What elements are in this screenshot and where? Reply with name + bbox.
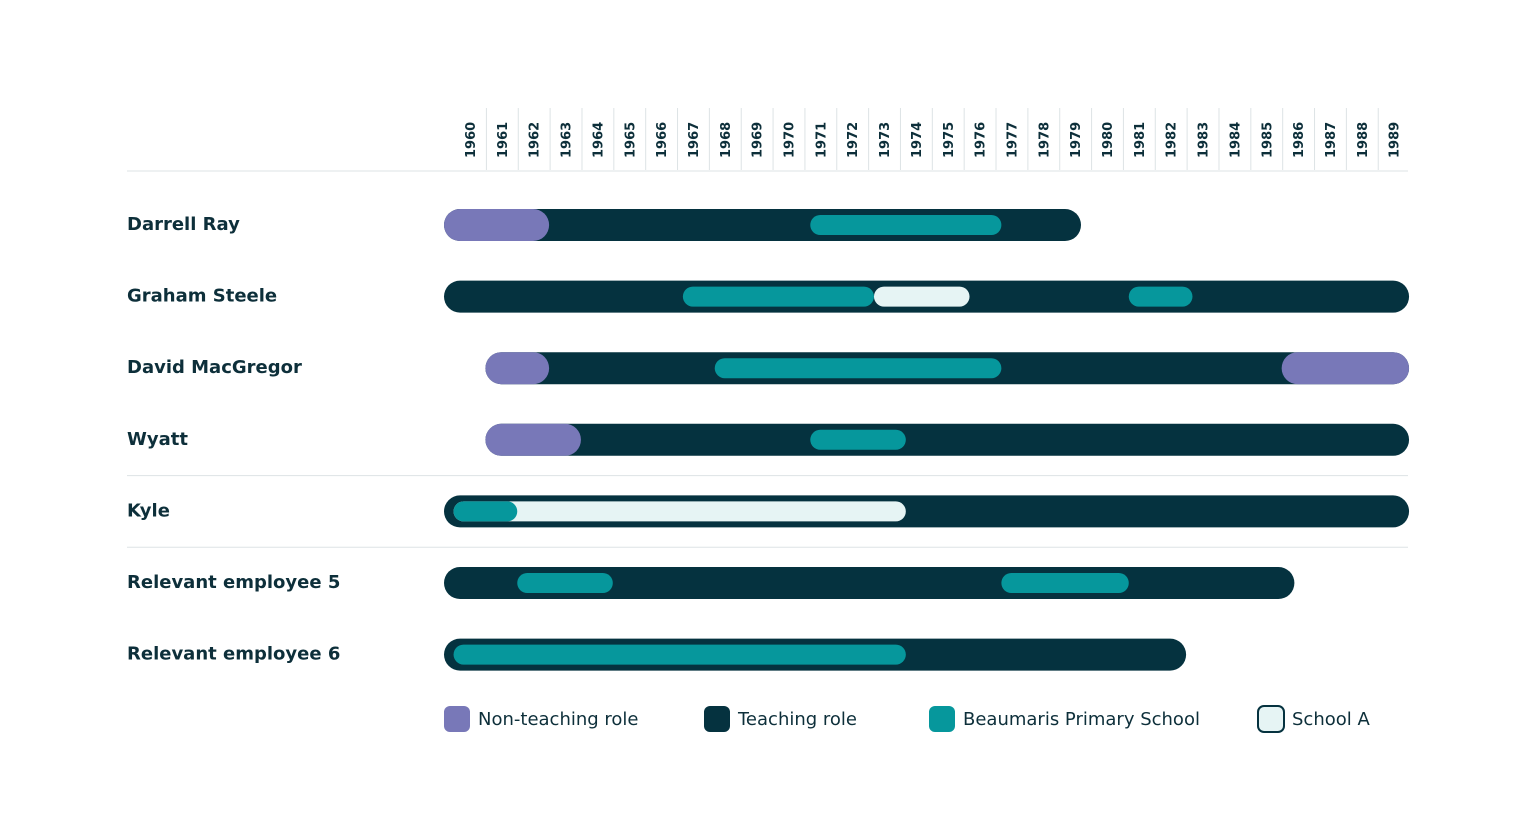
row-label: Darrell Ray: [127, 214, 240, 235]
year-tick-label: 1986: [1292, 122, 1307, 158]
year-tick-label: 1984: [1228, 122, 1243, 158]
year-tick-label: 1988: [1356, 122, 1371, 158]
segment-school-a: [453, 501, 906, 522]
year-tick-label: 1985: [1260, 122, 1275, 158]
timeline-row: Relevant employee 6: [127, 638, 1187, 671]
year-tick-label: 1963: [560, 122, 575, 158]
year-tick-label: 1971: [814, 122, 829, 158]
year-tick-label: 1961: [496, 122, 511, 158]
timeline-row: David MacGregor: [127, 352, 1410, 385]
year-tick-label: 1966: [655, 122, 670, 158]
year-axis: 1960 1961 1962 1963 1964 1965 1966 1967 1968 1969…: [127, 108, 1408, 172]
timeline-row: Wyatt: [127, 423, 1410, 456]
timeline-rows: Darrell Ray Graham Steele David MacGregor W…: [127, 209, 1410, 671]
year-tick-label: 1981: [1133, 122, 1148, 158]
year-tick-label: 1975: [942, 122, 957, 158]
year-tick-label: 1979: [1069, 122, 1084, 158]
year-tick-label: 1989: [1388, 122, 1403, 158]
legend-item-non-teaching: Non-teaching role: [444, 706, 639, 732]
segment-beaumaris: [453, 501, 518, 522]
segment-beaumaris: [1001, 573, 1129, 593]
legend-swatch: [1257, 705, 1285, 733]
segment-teaching: [485, 423, 1410, 456]
legend-label: Beaumaris Primary School: [963, 709, 1200, 730]
year-tick-label: 1973: [878, 122, 893, 158]
legend-item-beaumaris: Beaumaris Primary School: [929, 706, 1200, 732]
legend-item-school-a: School A: [1257, 705, 1370, 733]
row-label: Wyatt: [127, 429, 188, 450]
year-tick-label: 1967: [687, 122, 702, 158]
year-tick-label: 1970: [783, 122, 798, 158]
segment-non-teaching: [485, 352, 550, 385]
year-tick-label: 1976: [974, 122, 989, 158]
row-label: Graham Steele: [127, 286, 277, 307]
year-tick-label: 1982: [1165, 122, 1180, 158]
row-label: Kyle: [127, 500, 170, 521]
row-label: Relevant employee 6: [127, 644, 340, 665]
legend-label: Teaching role: [737, 709, 857, 730]
legend-label: Non-teaching role: [478, 709, 639, 730]
segment-beaumaris: [453, 644, 906, 665]
row-label: Relevant employee 5: [127, 572, 340, 593]
timeline-row: Darrell Ray: [127, 209, 1081, 241]
legend-swatch: [929, 706, 955, 732]
legend-label: School A: [1292, 709, 1370, 730]
segment-beaumaris: [517, 573, 613, 593]
year-tick-label: 1987: [1324, 122, 1339, 158]
year-tick-label: 1960: [464, 122, 479, 158]
segment-school-a: [873, 286, 970, 307]
segment-beaumaris: [714, 358, 1002, 379]
row-label: David MacGregor: [127, 357, 302, 378]
year-tick-label: 1983: [1197, 122, 1212, 158]
year-tick-label: 1964: [591, 122, 606, 158]
year-tick-label: 1977: [1005, 122, 1020, 158]
year-tick-label: 1972: [846, 122, 861, 158]
legend: Non-teaching role Teaching role Beaumaris …: [444, 705, 1370, 733]
year-tick-label: 1969: [751, 122, 766, 158]
segment-beaumaris: [1128, 286, 1193, 307]
segment-non-teaching: [485, 423, 581, 456]
legend-swatch: [704, 706, 730, 732]
year-tick-label: 1978: [1037, 122, 1052, 158]
legend-swatch: [444, 706, 470, 732]
year-tick-label: 1965: [623, 122, 638, 158]
segment-non-teaching: [1281, 352, 1410, 385]
year-tick-label: 1962: [528, 122, 543, 158]
year-tick-label: 1968: [719, 122, 734, 158]
timeline-row: Kyle: [127, 495, 1410, 528]
segment-beaumaris: [810, 215, 1002, 235]
segment-beaumaris: [682, 286, 874, 307]
segment-non-teaching: [444, 209, 550, 241]
timeline-row: Graham Steele: [127, 280, 1410, 313]
year-tick-label: 1980: [1101, 122, 1116, 158]
year-tick-label: 1974: [910, 122, 925, 158]
timeline-row: Relevant employee 5: [127, 567, 1295, 599]
legend-item-teaching: Teaching role: [704, 706, 857, 732]
segment-beaumaris: [810, 429, 906, 450]
